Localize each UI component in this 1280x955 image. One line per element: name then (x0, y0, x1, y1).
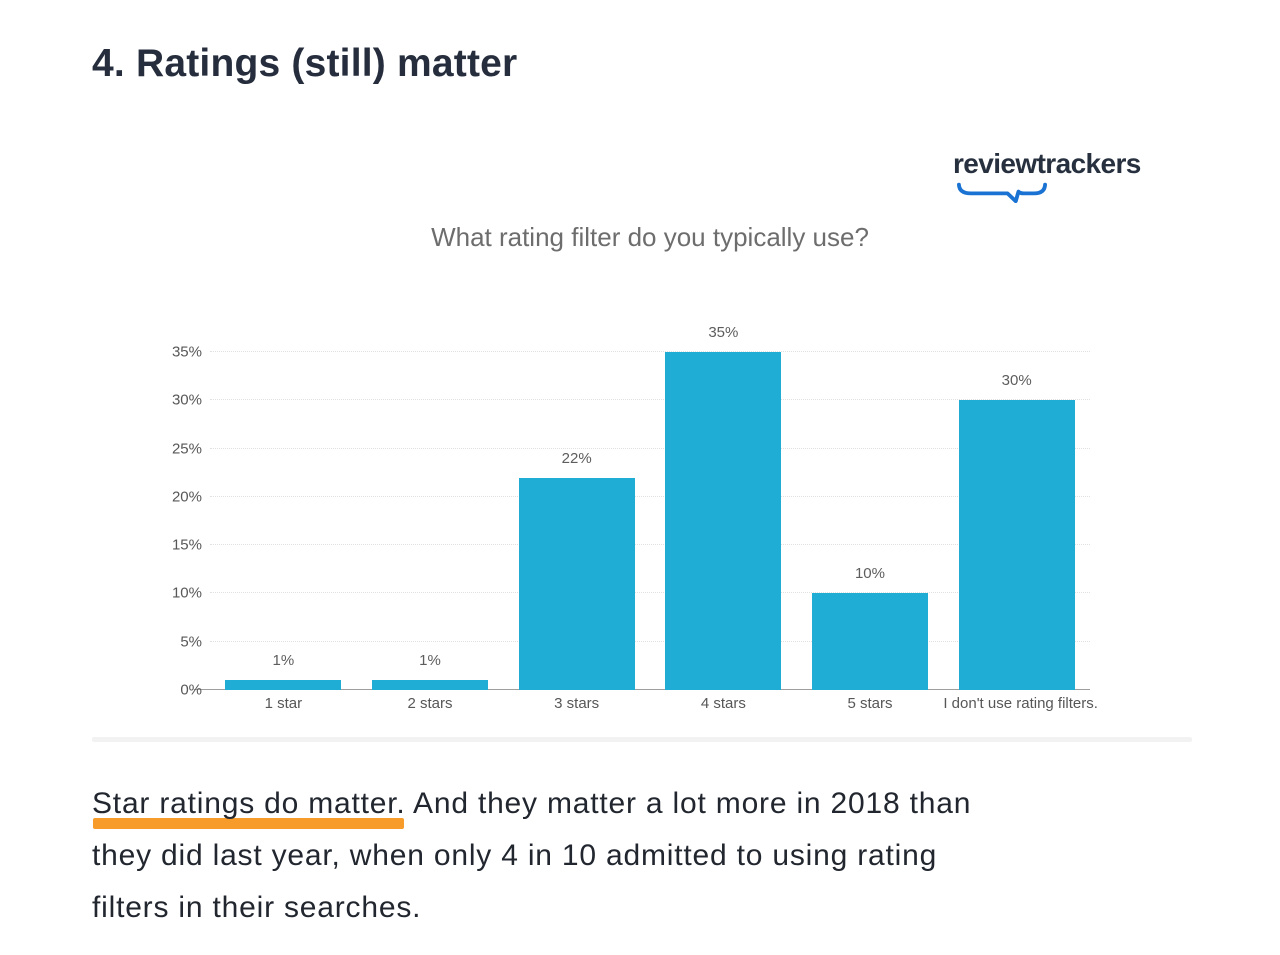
bar-2-stars (372, 680, 488, 690)
paragraph-text: And they matter a lot more in 2018 than (405, 787, 972, 820)
bar-5-stars (812, 593, 928, 690)
x-axis-label: I don't use rating filters. (943, 695, 1098, 712)
logo-swoosh-icon (956, 182, 1048, 203)
bar-i-don-t-use-rating-filters (958, 400, 1075, 690)
bar-value-label: 10% (854, 565, 885, 583)
y-axis-tick-label: 15% (171, 536, 202, 554)
paragraph-line: they did last year, when only 4 in 10 ad… (92, 839, 938, 872)
paragraph-line: filters in their searches. (92, 891, 422, 924)
x-axis-label: 3 stars (554, 695, 600, 712)
x-axis-label: 4 stars (700, 695, 746, 712)
gridline (210, 495, 1090, 497)
y-axis-tick-label: 35% (171, 343, 202, 361)
y-axis-tick-label: 25% (171, 440, 202, 458)
y-axis-tick-label: 5% (180, 633, 202, 651)
bar-3-stars (518, 477, 635, 690)
y-axis-tick-label: 0% (180, 681, 202, 699)
chart-title: What rating filter do you typically use? (431, 222, 869, 252)
section-heading: 4. Ratings (still) matter (92, 42, 518, 85)
gridline (210, 351, 1090, 352)
gridline (210, 447, 1090, 449)
bar-1-star (225, 680, 342, 690)
bar-value-label: 30% (1001, 372, 1032, 390)
y-axis-tick-label: 10% (171, 584, 202, 602)
paragraph-line: Star ratings do matter. And they matter … (92, 778, 1222, 830)
x-axis-label: 2 stars (407, 695, 453, 712)
bar-value-label: 22% (561, 449, 592, 467)
gridline (210, 399, 1090, 401)
reviewtrackers-logo: reviewtrackers (953, 148, 1141, 203)
logo-text: reviewtrackers (953, 148, 1141, 179)
gridline (210, 592, 1090, 594)
gridline (210, 544, 1090, 546)
y-axis-tick-label: 20% (171, 488, 202, 506)
bar-value-label: 1% (272, 652, 295, 670)
x-axis-line (194, 689, 1090, 690)
x-axis-label: 5 stars (847, 695, 893, 712)
section-divider (92, 737, 1192, 742)
highlighted-text: Star ratings do matter. (92, 787, 406, 820)
x-axis-label: 1 star (264, 695, 303, 712)
bar-value-label: 1% (419, 652, 441, 670)
bar-chart-plot-area: 0% 5% 10% 15% 20% 25% 30% 35% 1% 1 star 1% 2 stars 2… (172, 325, 1098, 711)
bar-value-label: 35% (708, 324, 739, 341)
gridline (210, 640, 1090, 642)
body-paragraph: Star ratings do matter. And they matter … (92, 778, 1222, 934)
bar-4-stars (665, 352, 782, 690)
y-axis-tick-label: 30% (171, 391, 202, 409)
